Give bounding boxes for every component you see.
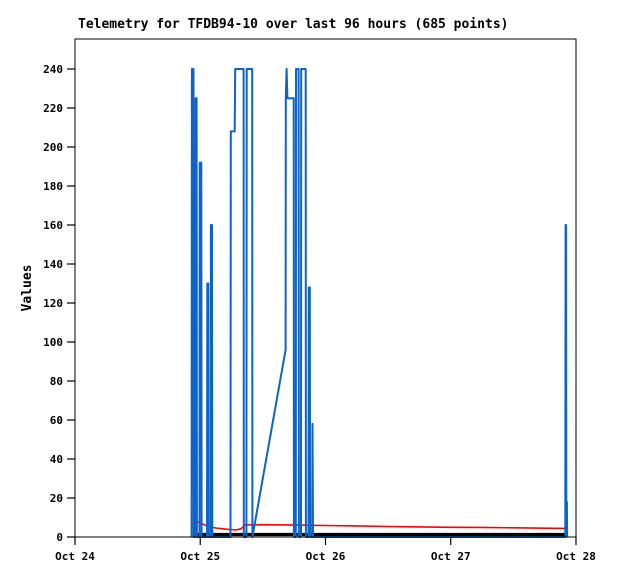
y-tick-label: 0 — [56, 531, 63, 544]
x-tick-label: Oct 26 — [306, 550, 346, 563]
y-tick-label: 140 — [43, 258, 63, 271]
red-baseline-line — [195, 520, 566, 531]
tick-layer: 0 20 40 60 80 100 120 140 160 180 200 220 240 Oct 24 O… — [43, 63, 596, 563]
y-tick-label: 80 — [50, 375, 63, 388]
y-tick-label: 200 — [43, 141, 63, 154]
x-tick-label: Oct 27 — [431, 550, 471, 563]
plot-frame — [74, 38, 577, 538]
x-tick-label: Oct 28 — [556, 550, 596, 563]
frame-layer — [74, 38, 577, 538]
y-tick-label: 60 — [50, 414, 63, 427]
y-tick-label: 100 — [43, 336, 63, 349]
y-tick-label: 20 — [50, 492, 63, 505]
blue-telemetry-line — [190, 68, 569, 538]
y-tick-label: 40 — [50, 453, 63, 466]
series-layer — [190, 68, 569, 538]
x-tick-label: Oct 25 — [180, 550, 220, 563]
y-tick-label: 180 — [43, 180, 63, 193]
y-tick-label: 220 — [43, 102, 63, 115]
x-tick-label: Oct 24 — [55, 550, 95, 563]
chart-title: Telemetry for TFDB94-10 over last 96 hou… — [78, 17, 508, 32]
y-axis-label: Values — [20, 265, 35, 312]
y-tick-label: 160 — [43, 219, 63, 232]
y-tick-label: 240 — [43, 63, 63, 76]
y-tick-label: 120 — [43, 297, 63, 310]
